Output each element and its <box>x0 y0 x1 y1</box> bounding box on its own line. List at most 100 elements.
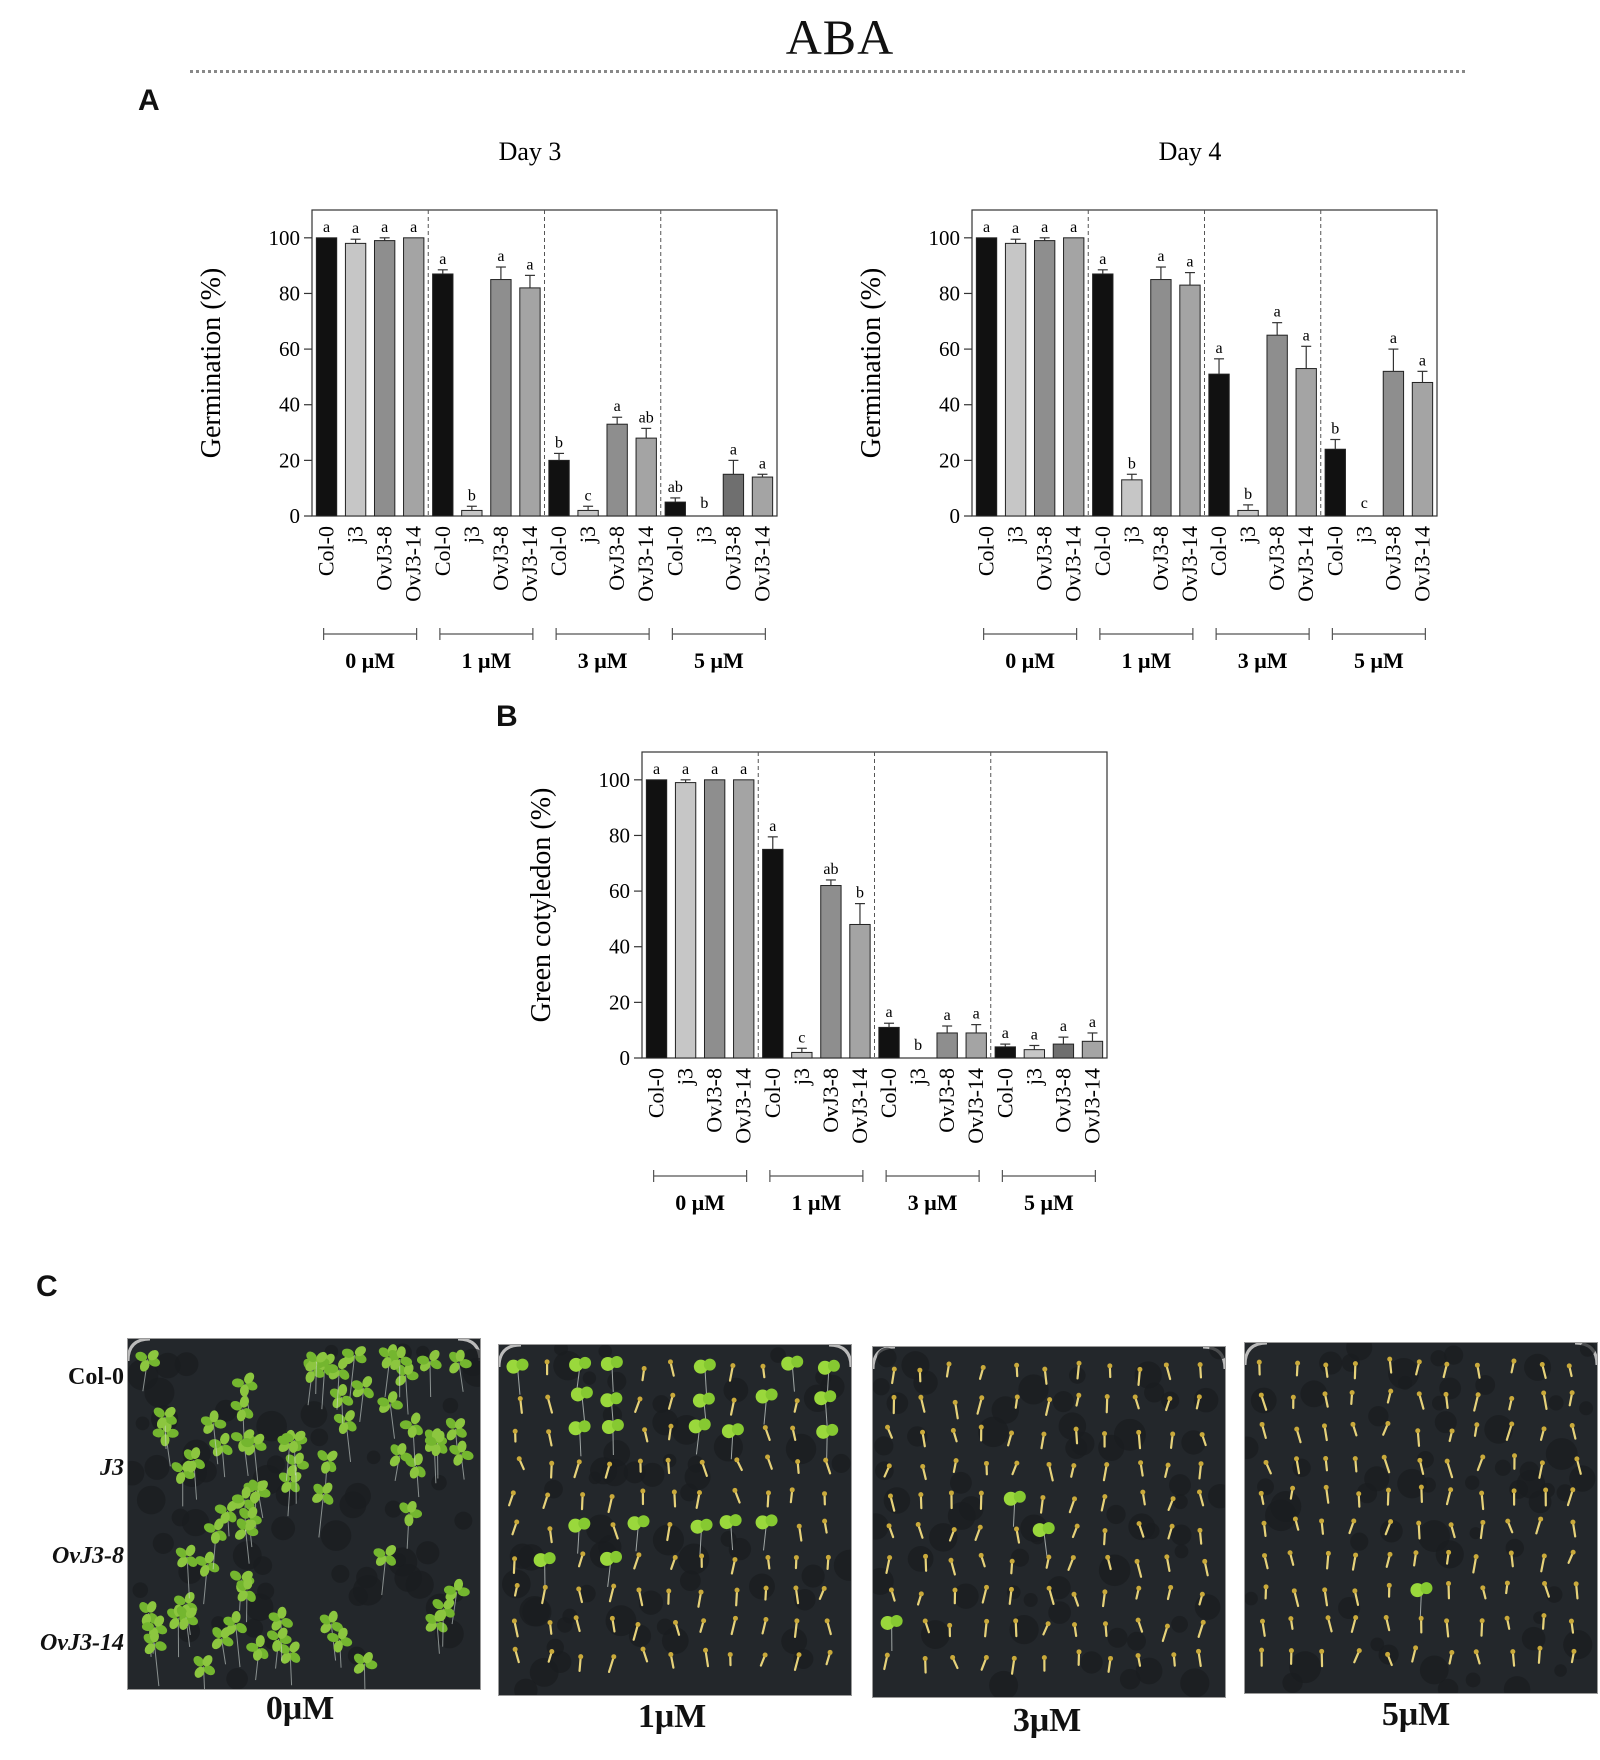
seed-head <box>917 1367 923 1373</box>
seedling-leaf <box>457 1587 470 1597</box>
seed-head <box>549 1460 555 1466</box>
seed-head <box>794 1618 800 1624</box>
y-tick-label: 0 <box>620 1046 631 1070</box>
seed-head <box>1325 1550 1331 1556</box>
seedling-leaf <box>153 1407 165 1418</box>
seedling-leaf <box>353 1653 365 1665</box>
agar-shadow <box>549 1651 572 1673</box>
seedling-leaf <box>267 1630 279 1641</box>
seed-head <box>891 1394 897 1400</box>
x-tick-label: Col-0 <box>546 526 571 576</box>
ungerminated-seed <box>1137 1368 1142 1386</box>
ungerminated-seed <box>1293 1589 1300 1608</box>
root <box>212 1423 219 1465</box>
agar-shadow <box>1494 1459 1512 1476</box>
seed-head <box>1356 1491 1362 1497</box>
seed-head <box>1352 1361 1358 1367</box>
seedling-leaf <box>400 1356 413 1367</box>
seed-head <box>640 1488 646 1494</box>
seedling-leaf <box>257 1480 268 1492</box>
y-tick-label: 20 <box>939 448 960 472</box>
seed-head <box>1294 1426 1300 1432</box>
seedling-leaf <box>139 1359 150 1372</box>
seed-head <box>732 1487 738 1493</box>
ungerminated-seed <box>793 1653 801 1671</box>
seed-head <box>1385 1487 1391 1493</box>
x-tick-label: j3 <box>1021 1068 1046 1086</box>
seed-head <box>672 1555 678 1561</box>
seed-head <box>514 1519 520 1525</box>
seed-head <box>1543 1487 1549 1493</box>
seed-head <box>667 1359 673 1365</box>
ungerminated-seed <box>1542 1391 1548 1411</box>
agar-shadow <box>155 1352 181 1379</box>
seed-head <box>1104 1462 1110 1468</box>
seedling-leaf <box>236 1518 247 1530</box>
agar-shadow <box>253 1556 273 1575</box>
seedling-cotyledon <box>826 1423 839 1436</box>
significance-letter: b <box>700 495 708 512</box>
seed-head <box>952 1587 958 1593</box>
seedling-cotyledon <box>702 1392 715 1405</box>
seed-head <box>734 1457 740 1463</box>
seedling-cotyledon <box>765 1388 778 1401</box>
seed-head <box>821 1585 827 1591</box>
x-tick-label: Col-0 <box>974 526 999 576</box>
seedling-cotyledon <box>890 1614 903 1627</box>
agar-shadow <box>128 1460 145 1486</box>
x-tick-label: OvJ3-14 <box>1177 526 1202 602</box>
seedling-leaf <box>399 1420 412 1430</box>
bar <box>645 779 668 1059</box>
seed-head <box>952 1399 958 1405</box>
bar <box>994 1046 1016 1059</box>
seed-head <box>822 1491 828 1497</box>
seedling-leaf <box>429 1349 440 1361</box>
ungerminated-seed <box>1383 1456 1391 1474</box>
seed-head <box>1108 1655 1114 1661</box>
x-tick-label: OvJ3-8 <box>372 526 397 591</box>
seedling-leaf <box>231 1378 244 1388</box>
seed-head <box>979 1395 985 1401</box>
seed-head <box>1353 1552 1359 1558</box>
figure-title: ABA <box>785 9 895 65</box>
root <box>389 1403 396 1439</box>
agar-shadow <box>226 1668 248 1689</box>
seed-head <box>1479 1490 1485 1496</box>
seed-head <box>1200 1619 1206 1625</box>
x-tick-label: j3 <box>459 526 484 544</box>
seed-head <box>1169 1523 1175 1529</box>
seed-head <box>1319 1518 1325 1524</box>
seed-head <box>978 1490 984 1496</box>
seed-head <box>1474 1362 1480 1368</box>
seed-head <box>666 1588 672 1594</box>
seed-head <box>1046 1461 1052 1467</box>
seedling-leaf <box>200 1416 213 1426</box>
ungerminated-seed <box>1417 1522 1421 1540</box>
seed-head <box>635 1621 641 1627</box>
seed-head <box>950 1428 956 1434</box>
seedling-leaf <box>139 1602 150 1614</box>
seed-head <box>765 1490 771 1496</box>
bar <box>1382 370 1405 517</box>
seed-head <box>765 1555 771 1561</box>
seed-head <box>1256 1359 1262 1365</box>
ungerminated-seed <box>1480 1491 1485 1511</box>
agar-shadow <box>1048 1601 1072 1624</box>
seed-head <box>1170 1431 1176 1437</box>
seed-head <box>1356 1648 1362 1654</box>
seed-head <box>1512 1453 1518 1459</box>
bar <box>791 1051 813 1059</box>
agar-shadow <box>1398 1375 1413 1390</box>
group-label: 5 μM <box>1354 648 1404 673</box>
agar-shadow <box>1209 1347 1225 1360</box>
seed-head <box>1262 1553 1268 1559</box>
seedling-cotyledon <box>791 1355 804 1368</box>
seed-head <box>611 1583 617 1589</box>
seedling-leaf <box>327 1632 339 1643</box>
root <box>315 1361 317 1394</box>
agar-shadow <box>271 1516 296 1541</box>
seed-head <box>1353 1615 1359 1621</box>
seed-head <box>1444 1618 1450 1624</box>
seedling-leaf <box>144 1643 156 1655</box>
x-tick-label: j3 <box>789 1068 814 1086</box>
